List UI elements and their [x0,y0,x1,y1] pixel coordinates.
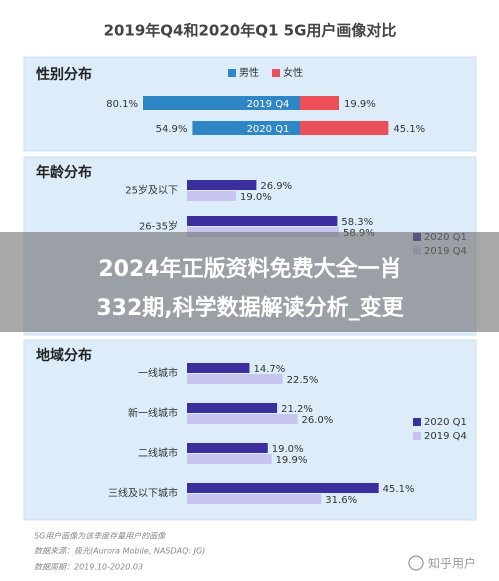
watermark: 知乎用户 [428,556,476,571]
legend-label: 2020 Q1 [424,417,467,428]
value-label: 22.5% [287,375,319,386]
value-label: 26.0% [302,415,334,426]
value-label: 54.9% [156,124,188,135]
value-label: 58.3% [341,217,373,228]
category-label: 一线城市 [138,367,178,380]
bar [187,454,272,464]
bar [187,216,338,226]
bar [187,494,322,504]
category-label: 三线及以下城市 [108,487,178,500]
category-label: 二线城市 [138,447,178,460]
page-title: 2019年Q4和2020年Q1 5G用户画像对比 [104,22,397,40]
bar [143,96,300,110]
bar [187,414,298,424]
value-label: 45.1% [383,484,415,495]
footer-note: 5G用户画像为该季度存量用户的画像 [34,532,166,541]
banner-text: 332期,科学数据解读分析_变更 [96,295,404,321]
legend-label: 女性 [283,66,303,79]
legend-label: 男性 [239,66,259,79]
bar [192,121,300,135]
bar [187,191,237,201]
category-label: 26-35岁 [139,220,178,233]
value-label: 21.2% [281,404,313,415]
value-label: 80.1% [106,99,138,110]
legend-swatch [413,432,421,440]
value-label: 19.0% [272,444,304,455]
bar [187,374,283,384]
category-label: 2020 Q1 [247,124,290,135]
bar [187,363,250,373]
bar [187,403,278,413]
watermark-icon [408,555,424,571]
legend-swatch [272,69,280,77]
bar [187,443,268,453]
legend-swatch [228,69,236,77]
bar [187,483,379,493]
banner-text: 2024年正版资料免费大全一肖 [98,256,401,282]
value-label: 19.0% [240,192,272,203]
category-label: 新一线城市 [128,407,178,420]
category-label: 25岁及以下 [125,184,178,197]
banner-overlay [0,232,499,332]
footer-note: 数据来源：极光(Aurora Mobile, NASDAQ: JG) [34,547,205,556]
footer-note: 数据周期：2019.10-2020.03 [34,563,143,572]
value-label: 45.1% [393,124,425,135]
legend-label: 2019 Q4 [424,431,467,442]
category-label: 2019 Q4 [247,99,290,110]
value-label: 14.7% [253,364,285,375]
chart-title: 年龄分布 [36,164,92,181]
value-label: 19.9% [276,455,308,466]
value-label: 19.9% [344,99,376,110]
bar [300,96,340,110]
bar [187,180,257,190]
value-label: 31.6% [325,495,357,506]
chart-title: 性别分布 [36,66,92,83]
value-label: 26.9% [260,181,292,192]
legend-swatch [413,418,421,426]
chart-title: 地域分布 [36,347,92,364]
bar [300,121,389,135]
